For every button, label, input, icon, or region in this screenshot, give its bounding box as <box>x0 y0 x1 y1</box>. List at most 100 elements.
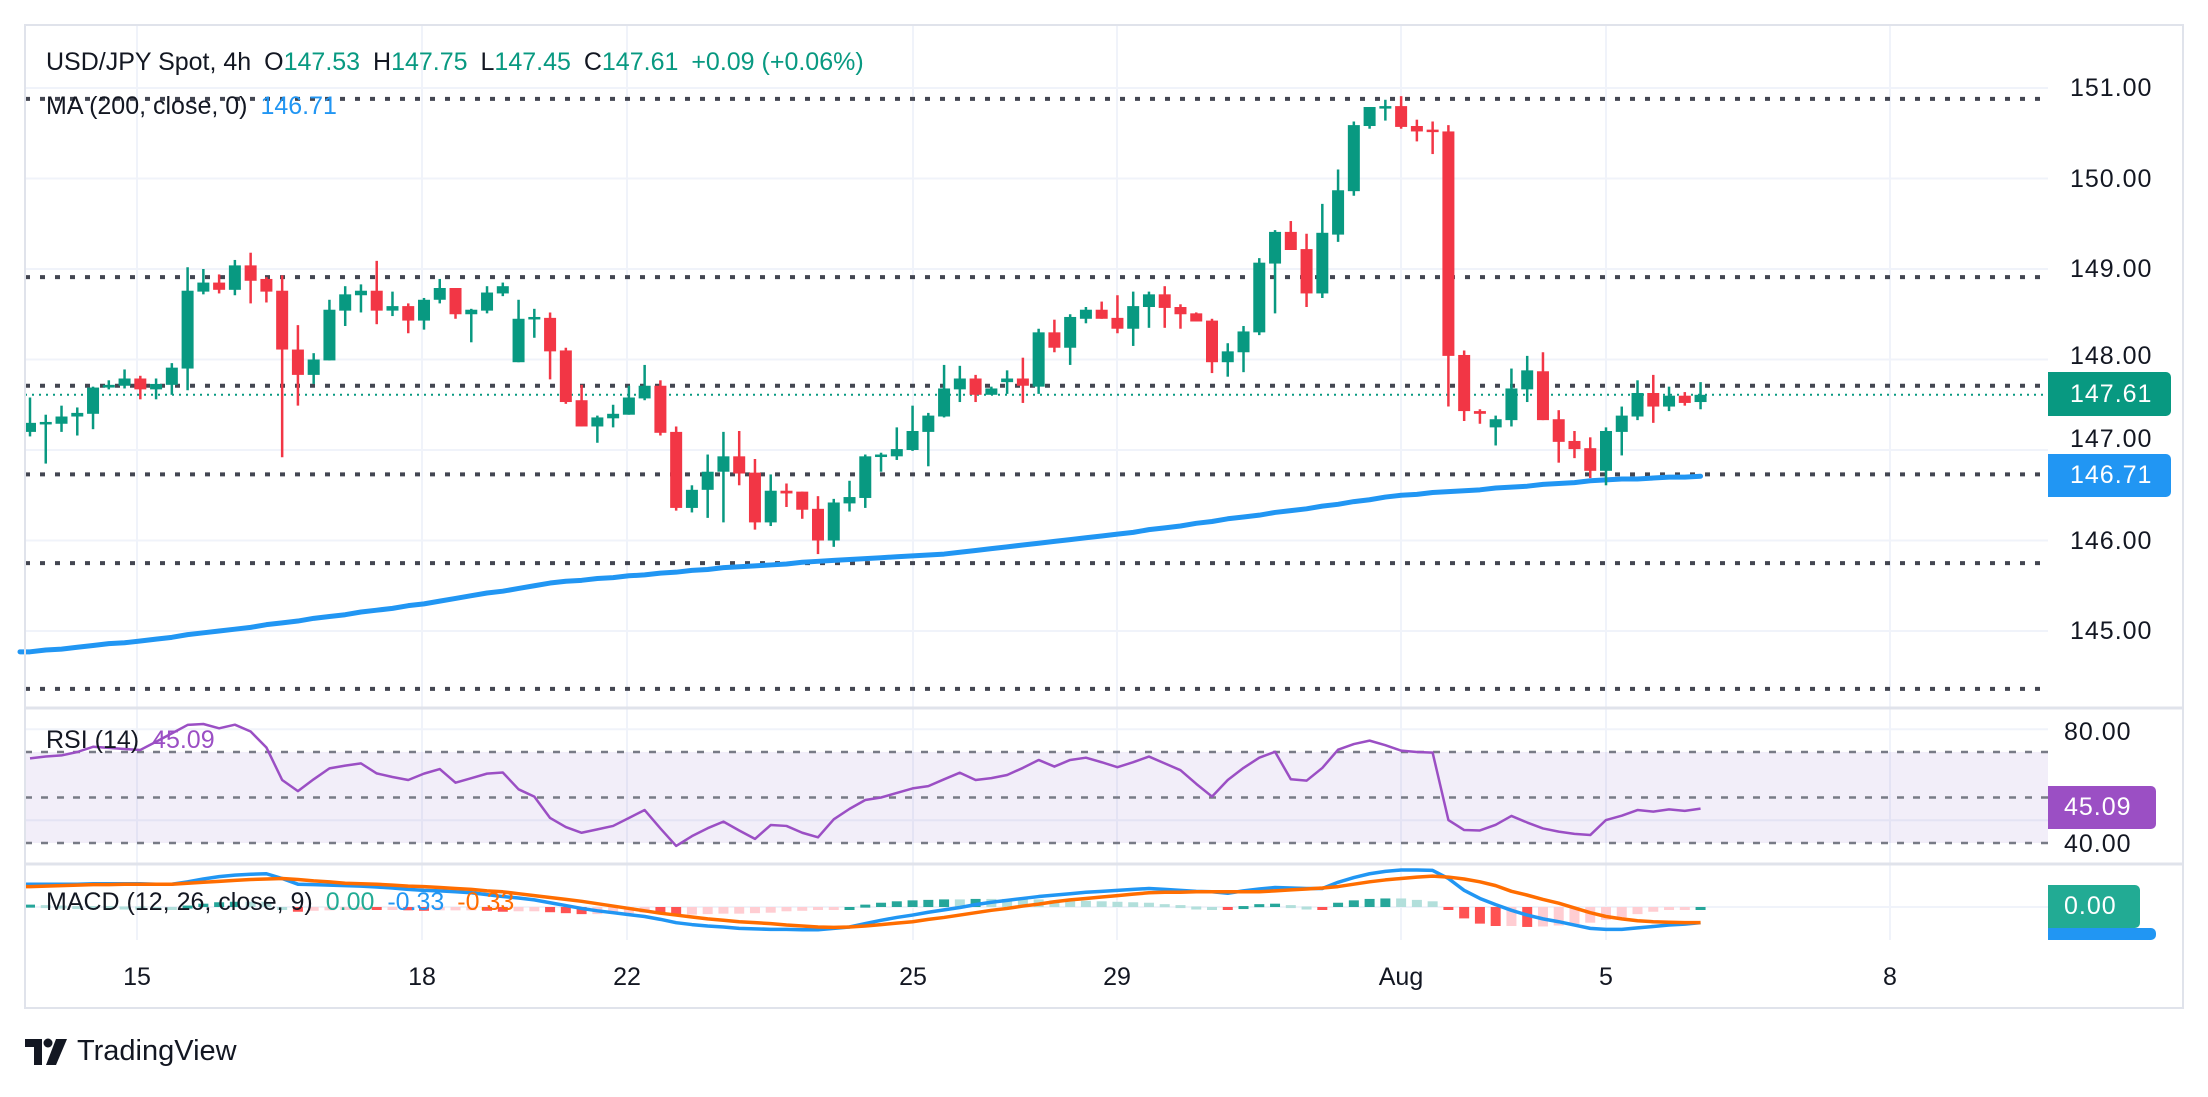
candle <box>1127 291 1140 346</box>
macd-histogram-bar <box>1270 903 1281 907</box>
candle <box>39 414 52 464</box>
macd-legend[interactable]: MACD (12, 26, close, 9) 0.00 -0.33 -0.33 <box>46 890 520 915</box>
chart-border <box>24 24 2184 1009</box>
date-label: 22 <box>613 963 641 991</box>
candle <box>339 286 352 327</box>
candle-body <box>1300 249 1313 294</box>
candle <box>1016 357 1029 403</box>
candle-body <box>1600 430 1612 471</box>
macd-histogram-bar <box>1159 904 1170 908</box>
macd-histogram-bar <box>1364 898 1375 907</box>
candle-body <box>1001 378 1014 383</box>
candle <box>1678 392 1691 406</box>
candle <box>1111 295 1124 334</box>
candle <box>1079 307 1092 324</box>
candle-body <box>386 306 399 311</box>
macd-histogram-bar <box>1049 900 1060 907</box>
close-label: C <box>583 48 602 76</box>
candle <box>228 259 241 296</box>
candle <box>701 454 714 518</box>
candle <box>55 405 68 432</box>
tradingview-logo[interactable]: TradingView <box>25 1035 237 1068</box>
high-value: 147.75 <box>391 48 468 76</box>
candle <box>1663 386 1676 412</box>
macd-histogram-bar <box>718 907 729 914</box>
candle-body <box>922 415 935 432</box>
candle-body <box>559 350 572 403</box>
candle <box>418 297 430 330</box>
symbol-title[interactable]: USD/JPY Spot, 4h <box>46 48 252 76</box>
candle-body <box>1473 411 1486 414</box>
candle <box>622 385 635 415</box>
candle <box>638 364 651 401</box>
macd-histogram-bar <box>40 905 51 909</box>
macd-histogram-bar <box>860 904 871 908</box>
candle-body <box>118 378 131 386</box>
candle-body <box>181 290 194 369</box>
candle <box>733 430 746 486</box>
candle <box>197 269 210 295</box>
candle-body <box>1142 294 1155 308</box>
date-label: 5 <box>1599 963 1613 991</box>
candle-body <box>1158 294 1171 308</box>
date-label: 25 <box>899 963 927 991</box>
brand-name: TradingView <box>77 1035 237 1067</box>
macd-histogram-bar <box>497 907 508 912</box>
macd-value: -0.33 <box>387 888 445 916</box>
macd-histogram-bar <box>1143 902 1154 907</box>
candle-body <box>1048 332 1061 348</box>
macd-histogram-bar <box>891 901 902 907</box>
macd-histogram-bar <box>419 907 429 911</box>
candle <box>24 397 36 437</box>
candle-body <box>1647 392 1660 407</box>
macd-histogram-bar <box>655 907 666 914</box>
candle <box>1568 430 1581 459</box>
macd-histogram-bar <box>1301 906 1312 910</box>
macd-histogram-bar <box>182 905 193 909</box>
macd-histogram-bar <box>403 907 414 911</box>
candle <box>181 267 194 391</box>
candle <box>71 407 84 436</box>
candle <box>496 282 509 297</box>
macd-pane <box>25 868 1706 932</box>
candle-body <box>1426 129 1439 133</box>
candle <box>291 325 304 406</box>
macd-histogram-bar <box>434 907 445 911</box>
rsi-tick: 80.00 <box>2064 718 2132 747</box>
candle <box>1442 125 1455 407</box>
rsi-legend[interactable]: RSI (14) 45.09 <box>46 728 221 753</box>
macd-histogram-bar <box>1285 905 1296 909</box>
candle-body <box>1237 331 1250 353</box>
macd-legend-label: MACD (12, 26, close, 9) <box>46 888 313 916</box>
macd-histogram-bar <box>1175 905 1186 909</box>
candle <box>1647 374 1660 423</box>
macd-histogram-bar <box>450 907 461 911</box>
date-label: Aug <box>1378 963 1424 991</box>
macd-histogram-bar <box>1112 901 1123 907</box>
candle <box>102 380 115 390</box>
macd-histogram-bar <box>560 907 571 914</box>
ma-legend[interactable]: MA (200, close, 0) 146.71 <box>46 94 343 119</box>
rsi-pane <box>25 722 2048 848</box>
macd-histogram-bar <box>813 907 823 910</box>
candle-body <box>827 502 840 541</box>
candle-body <box>1253 262 1266 333</box>
candle-body <box>685 489 698 508</box>
open-value: 147.53 <box>283 48 361 76</box>
candle <box>1631 380 1644 421</box>
macd-histogram-bar <box>1664 907 1675 910</box>
macd-histogram-bar <box>1601 907 1611 920</box>
candle <box>165 363 178 395</box>
macd-histogram-bar <box>214 902 225 907</box>
ma-price-badge: 146.71 <box>2048 454 2171 497</box>
candle <box>1552 410 1565 463</box>
macd-histogram-bar <box>229 901 240 907</box>
candle <box>449 288 462 319</box>
candle <box>717 431 730 523</box>
macd-histogram-bar <box>198 903 209 907</box>
macd-histogram-bar <box>797 907 808 911</box>
macd-histogram-bar <box>923 899 934 907</box>
rsi-badge: 45.09 <box>2048 786 2156 829</box>
candle-body <box>55 416 68 424</box>
